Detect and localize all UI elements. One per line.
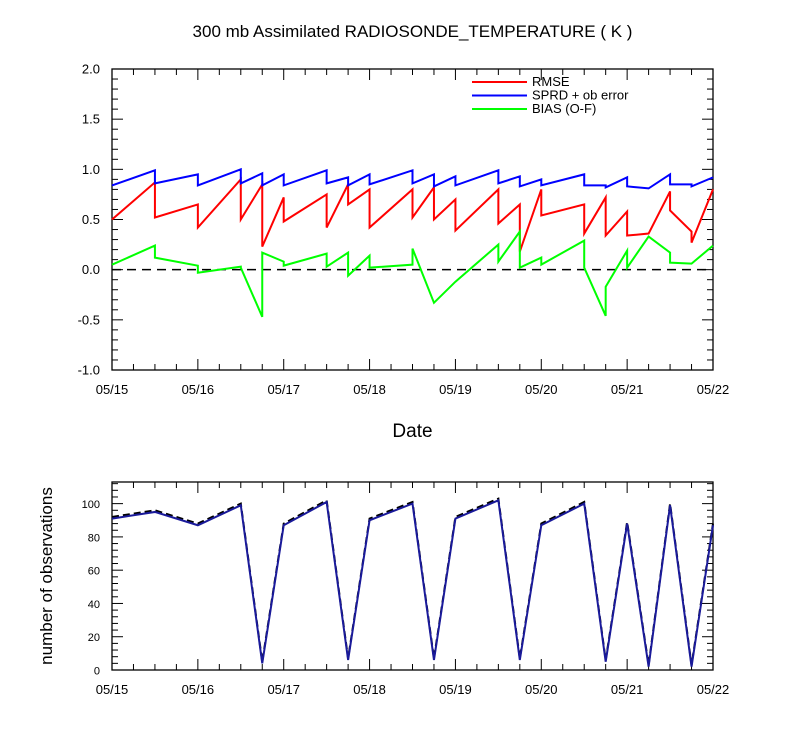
legend-label: RMSE	[532, 74, 570, 89]
x-tick-label: 05/15	[96, 382, 129, 397]
series-line-1	[111, 167, 714, 190]
x-tick-label: 05/20	[525, 382, 558, 397]
y-tick-label: 40	[88, 599, 100, 611]
chart-title: 300 mb Assimilated RADIOSONDE_TEMPERATUR…	[193, 22, 633, 41]
x-tick-label: 05/19	[439, 382, 472, 397]
x-tick-label: 05/17	[267, 682, 300, 697]
x-tick-label: 05/16	[182, 682, 215, 697]
y-axis-label: number of observations	[37, 487, 56, 665]
main-plot: 05/15 05/16 05/17 05/18 05/19 05/20 05/21 05/22…	[78, 22, 730, 442]
observations-plot: 05/15 05/16 05/17 05/18 05/19 05/20 05/21 05/22…	[37, 481, 730, 697]
series-line-2	[111, 228, 714, 318]
x-tick-label: 05/21	[611, 682, 644, 697]
x-tick-label: 05/16	[182, 382, 215, 397]
x-tick-label: 05/17	[267, 382, 300, 397]
x-tick-label: 05/21	[611, 382, 644, 397]
x-tick-label: 05/20	[525, 682, 558, 697]
y-tick-label: 0.0	[82, 262, 100, 277]
plot-frame	[111, 68, 714, 371]
y-tick-label: 100	[82, 499, 100, 511]
x-tick-label: 05/22	[697, 382, 730, 397]
x-tick-label: 05/18	[353, 682, 386, 697]
series-line-1	[111, 498, 714, 667]
y-tick-label: 0	[94, 666, 100, 678]
y-tick-label: -1.0	[78, 363, 100, 378]
y-tick-label: 80	[88, 532, 100, 544]
x-tick-label: 05/19	[439, 682, 472, 697]
legend-label: BIAS (O-F)	[532, 101, 596, 116]
x-axis-label: Date	[392, 421, 432, 442]
y-tick-label: 20	[88, 632, 100, 644]
legend-label: SPRD + ob error	[532, 88, 629, 103]
x-tick-label: 05/22	[697, 682, 730, 697]
y-tick-label: 1.5	[82, 112, 100, 127]
y-tick-label: 1.0	[82, 162, 100, 177]
y-tick-label: -0.5	[78, 312, 100, 327]
y-tick-label: 0.5	[82, 212, 100, 227]
series-line-0	[111, 176, 714, 252]
y-tick-label: 60	[88, 566, 100, 578]
x-tick-label: 05/18	[353, 382, 386, 397]
y-tick-label: 2.0	[82, 62, 100, 77]
x-tick-label: 05/15	[96, 682, 129, 697]
